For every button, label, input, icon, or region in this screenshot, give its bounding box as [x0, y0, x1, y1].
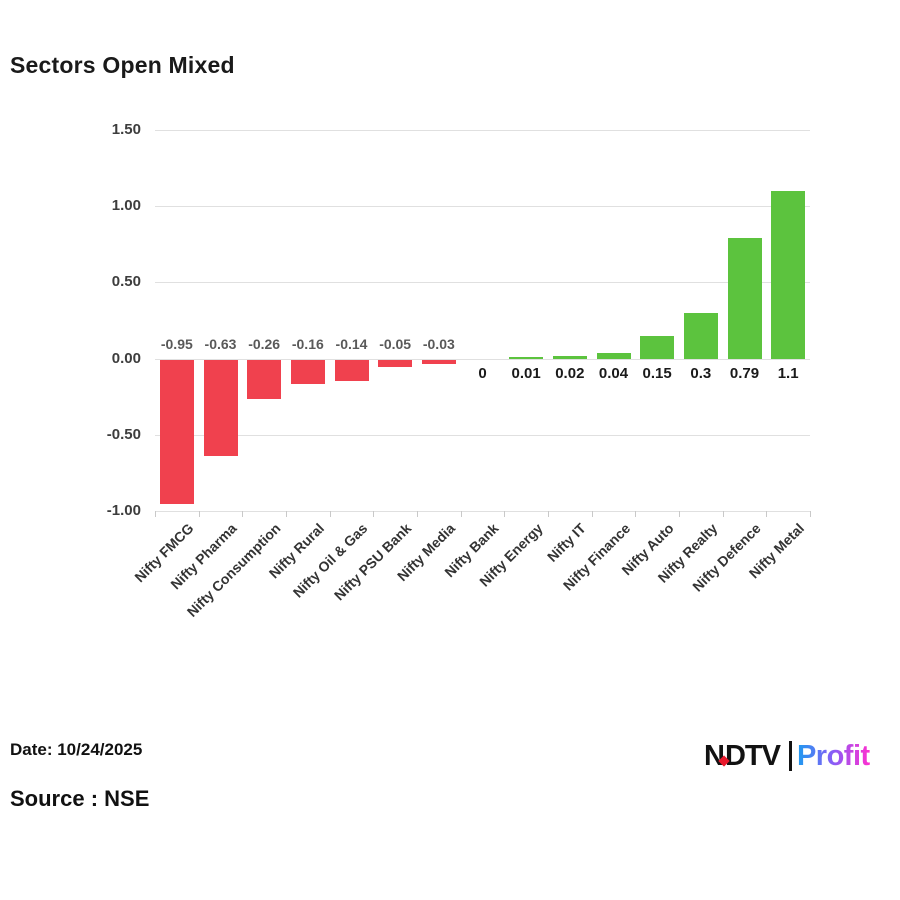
profit-logo-text: Profit: [796, 739, 870, 772]
x-axis-tick: [679, 511, 680, 517]
bar: [247, 359, 282, 400]
y-axis-tick-label: -1.00: [106, 502, 141, 519]
gridline: [155, 511, 810, 512]
gridline: [155, 206, 810, 208]
bar: [378, 359, 413, 368]
x-axis-tick: [460, 511, 462, 517]
bar: [771, 190, 806, 359]
bar-value-label: -0.03: [422, 335, 455, 352]
x-axis-tick: [635, 511, 637, 517]
bar: [290, 359, 325, 384]
x-axis-tick: [417, 511, 418, 517]
bar: [421, 359, 456, 365]
bar-value-label: 0.79: [729, 364, 760, 382]
x-axis-tick: [591, 511, 593, 517]
bar-value-label: 0: [478, 364, 487, 382]
bar: [727, 238, 762, 359]
bar: [159, 359, 194, 505]
bar: [509, 357, 544, 359]
source-label: Source : NSE: [10, 786, 150, 811]
y-axis-tick-label: 1.50: [111, 121, 141, 138]
x-axis-tick: [722, 511, 724, 517]
x-axis-tick: [810, 511, 811, 517]
ndtv-logo-text: N DTV: [704, 739, 781, 773]
x-axis-tick: [329, 511, 331, 517]
bar: [596, 352, 631, 359]
gridline: [155, 358, 810, 360]
y-axis-tick-label: 1.00: [111, 197, 141, 215]
date-label: Date: 10/24/2025: [10, 740, 143, 759]
gridline: [155, 282, 810, 284]
bar-value-label: 0.04: [598, 364, 629, 382]
ndtv-letter-n: N: [704, 739, 725, 772]
bar-value-label: -0.05: [379, 335, 412, 352]
x-axis-tick: [242, 511, 244, 517]
ndtv-profit-logo: N DTV Profit: [704, 739, 870, 773]
bar: [640, 335, 675, 359]
bar-value-label: -0.16: [291, 335, 324, 352]
bar-value-label: 0.15: [642, 364, 672, 382]
x-axis-tick: [155, 511, 156, 517]
bar: [334, 359, 369, 381]
ndtv-letters-dtv: DTV: [724, 739, 781, 772]
bar-value-label: -0.63: [204, 335, 237, 352]
gridline: [155, 130, 810, 131]
logo-separator-bar: [788, 741, 792, 771]
x-axis-tick: [198, 511, 200, 517]
bar-value-label: 0.01: [511, 364, 541, 382]
y-axis-tick-label: -0.50: [106, 425, 141, 443]
bar-value-label: 0.02: [555, 364, 585, 382]
bar: [552, 355, 587, 359]
x-axis-tick: [766, 511, 768, 517]
x-axis-tick: [286, 511, 287, 517]
x-axis-tick: [548, 511, 549, 517]
x-axis-label: Nifty PSU Bank: [331, 520, 415, 604]
bar: [203, 359, 238, 456]
chart-title: Sectors Open Mixed: [10, 52, 235, 78]
bar-value-label: -0.95: [160, 335, 193, 352]
x-axis-tick: [373, 511, 375, 517]
y-axis-tick-label: 0.00: [111, 349, 141, 367]
bar-value-label: -0.26: [248, 335, 281, 352]
bar: [683, 312, 718, 359]
bar-value-label: 0.3: [690, 364, 712, 382]
bar-value-label: 1.1: [777, 364, 799, 382]
gridline: [155, 434, 810, 436]
y-axis-tick-label: 0.50: [111, 273, 141, 291]
x-axis-tick: [504, 511, 506, 517]
bar-value-label: -0.14: [335, 335, 368, 352]
